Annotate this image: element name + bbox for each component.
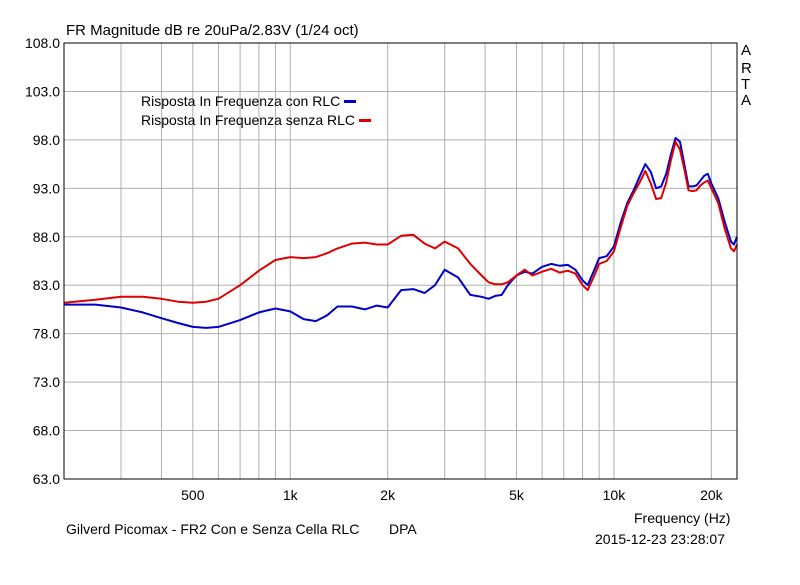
x-tick-label: 10k <box>603 487 627 503</box>
y-tick-label: 108.0 <box>25 35 60 51</box>
series-layer <box>63 137 738 329</box>
y-tick-label: 78.0 <box>33 326 60 342</box>
y-tick-label: 63.0 <box>33 471 60 487</box>
footer-description: Gilverd Picomax - FR2 Con e Senza Cella … <box>66 521 360 537</box>
arta-watermark-a1: A <box>741 42 752 59</box>
arta-watermark-r: R <box>741 60 752 77</box>
grid-lines <box>64 42 737 480</box>
y-tick-label: 88.0 <box>33 229 60 245</box>
x-tick-label: 2k <box>380 487 396 503</box>
y-tick-label: 68.0 <box>33 423 60 439</box>
legend-swatch-blue <box>344 99 357 103</box>
plot-frame <box>63 42 738 480</box>
y-tick-label: 83.0 <box>33 277 60 293</box>
legend-label-blue: Risposta In Frequenza con RLC <box>141 93 341 109</box>
legend-label-red: Risposta In Frequenza senza RLC <box>141 112 355 128</box>
chart-title: FR Magnitude dB re 20uPa/2.83V (1/24 oct… <box>66 22 359 39</box>
x-tick-label: 1k <box>283 487 299 503</box>
legend-item-red: Risposta In Frequenza senza RLC <box>141 112 371 128</box>
y-tick-label: 93.0 <box>33 180 60 196</box>
legend-swatch-red <box>359 118 371 122</box>
y-tick-label: 98.0 <box>33 132 60 148</box>
tick-labels: 108.0 103.0 98.0 93.0 88.0 83.0 78.0 73.0 68.0 63… <box>25 35 724 503</box>
arta-watermark-a2: A <box>741 92 752 109</box>
footer-dpa: DPA <box>389 521 417 537</box>
y-tick-label: 73.0 <box>33 374 60 390</box>
arta-watermark-t: T <box>741 76 751 93</box>
legend-item-blue: Risposta In Frequenza con RLC <box>141 93 357 109</box>
x-axis-label: Frequency (Hz) <box>634 510 731 526</box>
x-tick-label: 20k <box>700 487 724 503</box>
y-tick-label: 103.0 <box>25 83 60 99</box>
series-line-senza-rlc <box>63 140 738 304</box>
x-tick-label: 500 <box>181 487 205 503</box>
x-tick-label: 5k <box>509 487 525 503</box>
timestamp: 2015-12-23 23:28:07 <box>595 531 725 547</box>
